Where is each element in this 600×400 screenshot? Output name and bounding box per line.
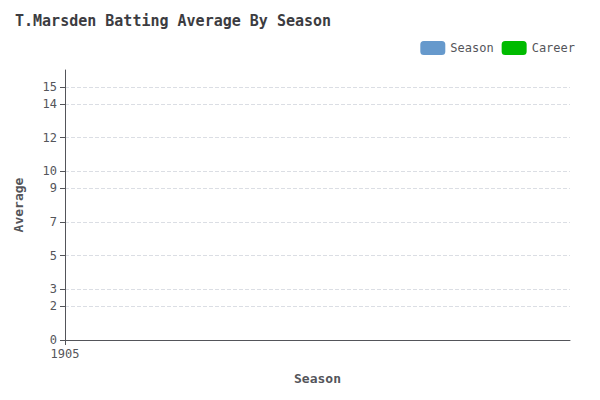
svg-text:5: 5	[50, 249, 57, 263]
svg-text:2: 2	[50, 299, 57, 313]
svg-text:10: 10	[43, 164, 57, 178]
svg-text:7: 7	[50, 215, 57, 229]
svg-text:Season: Season	[294, 371, 341, 386]
svg-text:3: 3	[50, 282, 57, 296]
svg-text:9: 9	[50, 181, 57, 195]
svg-text:12: 12	[43, 131, 57, 145]
svg-text:Average: Average	[11, 177, 26, 232]
svg-text:14: 14	[43, 97, 57, 111]
svg-text:1905: 1905	[51, 347, 80, 361]
svg-text:T.Marsden Batting Average By S: T.Marsden Batting Average By Season	[15, 12, 331, 30]
svg-text:Season: Season	[450, 41, 493, 55]
svg-text:0: 0	[50, 333, 57, 347]
svg-text:15: 15	[43, 80, 57, 94]
svg-text:Career: Career	[532, 41, 575, 55]
